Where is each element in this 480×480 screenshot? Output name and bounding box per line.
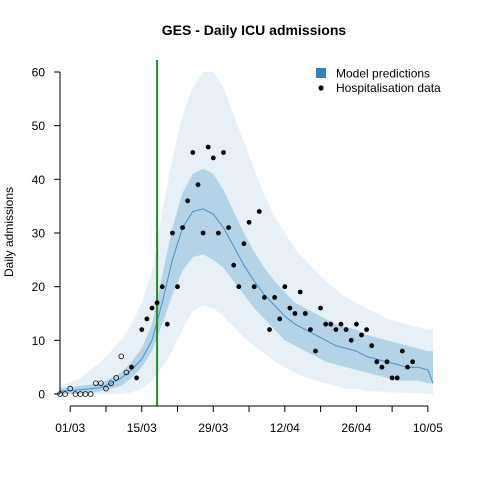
y-tick-label: 40 (32, 173, 46, 187)
data-point (196, 182, 201, 187)
data-point (328, 322, 333, 327)
data-point (145, 317, 150, 322)
data-point (262, 295, 267, 300)
x-tick-label: 01/03 (55, 421, 85, 435)
y-tick-label: 20 (32, 280, 46, 294)
data-point (339, 322, 344, 327)
data-point (150, 306, 155, 311)
data-point (257, 209, 262, 214)
data-point (211, 156, 216, 161)
data-point (364, 327, 369, 332)
y-tick-label: 0 (38, 388, 45, 402)
data-point (139, 327, 144, 332)
data-point (221, 150, 226, 155)
data-point (236, 284, 241, 289)
data-point (349, 338, 354, 343)
data-point (400, 349, 405, 354)
y-tick-label: 60 (32, 66, 46, 80)
y-tick-label: 30 (32, 227, 46, 241)
data-point (247, 220, 252, 225)
x-tick-label: 10/05 (413, 421, 443, 435)
data-point (308, 327, 313, 332)
data-point (369, 343, 374, 348)
data-point (390, 376, 395, 381)
prediction-bands (60, 72, 433, 394)
data-point (277, 317, 282, 322)
data-point (298, 290, 303, 295)
legend-model-swatch (316, 68, 326, 78)
data-point (380, 365, 385, 370)
data-point (165, 322, 170, 327)
data-point (282, 284, 287, 289)
x-tick-label: 12/04 (270, 421, 300, 435)
legend-data-label: Hospitalisation data (336, 81, 441, 95)
chart-title: GES - Daily ICU admissions (162, 22, 347, 38)
data-point (359, 333, 364, 338)
data-point (293, 311, 298, 316)
data-point (206, 145, 211, 150)
legend-data-marker (318, 85, 323, 90)
data-point (175, 284, 180, 289)
data-point (160, 284, 165, 289)
data-point (303, 311, 308, 316)
y-axis: 0 10 20 30 40 50 60 (32, 66, 60, 402)
data-point (313, 349, 318, 354)
y-tick-label: 10 (32, 334, 46, 348)
y-tick-label: 50 (32, 119, 46, 133)
data-point (190, 150, 195, 155)
data-point (155, 300, 160, 305)
data-point (288, 306, 293, 311)
legend-model-label: Model predictions (336, 67, 430, 81)
data-point (410, 359, 415, 364)
data-point (272, 295, 277, 300)
data-point (216, 231, 221, 236)
data-point (405, 365, 410, 370)
data-point (344, 327, 349, 332)
x-tick-label: 29/03 (198, 421, 228, 435)
data-point (226, 225, 231, 230)
data-point (323, 322, 328, 327)
data-point (395, 376, 400, 381)
data-point (201, 231, 206, 236)
x-axis: 01/03 15/03 29/03 12/04 26/04 10/05 (55, 406, 443, 435)
data-point (252, 284, 257, 289)
y-axis-label: Daily admissions (2, 187, 16, 277)
data-point (334, 327, 339, 332)
data-point (185, 198, 190, 203)
data-point (318, 306, 323, 311)
data-point (354, 322, 359, 327)
data-point (231, 263, 236, 268)
data-point (180, 225, 185, 230)
data-point (267, 327, 272, 332)
data-point (374, 359, 379, 364)
data-point (385, 359, 390, 364)
x-tick-label: 26/04 (341, 421, 371, 435)
data-point (170, 231, 175, 236)
legend: Model predictions Hospitalisation data (316, 67, 441, 96)
x-tick-label: 15/03 (127, 421, 157, 435)
data-point (134, 376, 139, 381)
data-point (242, 241, 247, 246)
data-point (129, 365, 134, 370)
